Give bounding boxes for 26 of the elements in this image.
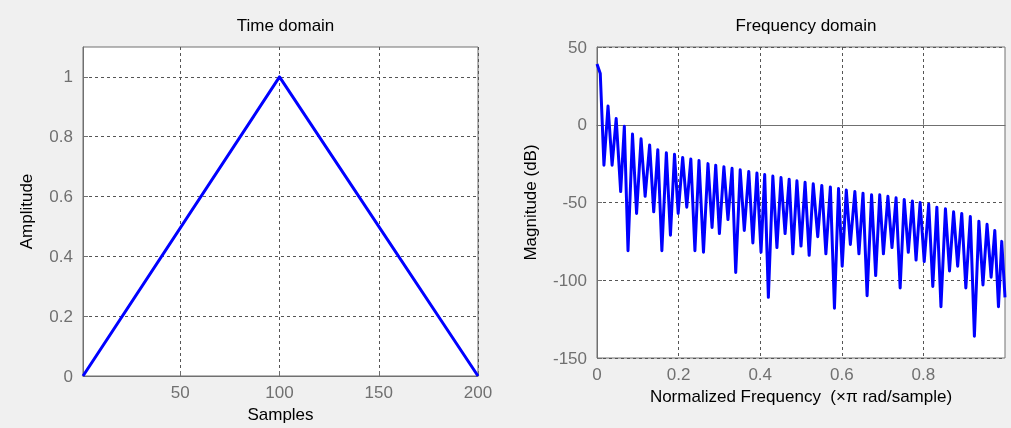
y-axis-title: Magnitude (dB) <box>521 144 540 261</box>
x-tick-label: 0 <box>592 365 602 384</box>
y-tick-label: 50 <box>568 37 587 57</box>
y-tick-label: 0 <box>577 115 587 135</box>
y-tick-label: 0.4 <box>49 246 73 266</box>
y-tick-label: -100 <box>552 270 587 290</box>
x-tick-label: 0.2 <box>666 365 691 384</box>
y-tick-label: 0.8 <box>49 127 73 147</box>
x-tick-label: 150 <box>364 383 393 402</box>
x-tick-label: 50 <box>170 383 190 402</box>
y-tick-label: 0.2 <box>49 306 73 326</box>
x-axis-title: Normalized Frequency (×π rad/sample) <box>649 387 953 406</box>
y-tick-label: 0.6 <box>49 187 73 207</box>
chart-title: Frequency domain <box>735 16 877 35</box>
y-axis-title: Amplitude <box>17 173 36 250</box>
x-tick-label: 0.4 <box>748 365 773 384</box>
line-series <box>595 62 1007 338</box>
y-tick-label: -150 <box>552 348 587 368</box>
x-tick-label: 200 <box>463 383 493 402</box>
x-axis-title: Samples <box>247 405 314 424</box>
x-tick-label: 0.8 <box>911 365 936 384</box>
y-tick-label: -50 <box>562 193 587 212</box>
x-tick-label: 100 <box>265 383 294 402</box>
chart-title: Time domain <box>236 16 335 35</box>
y-tick-label: 1 <box>63 67 73 87</box>
x-tick-label: 0.6 <box>829 365 854 384</box>
